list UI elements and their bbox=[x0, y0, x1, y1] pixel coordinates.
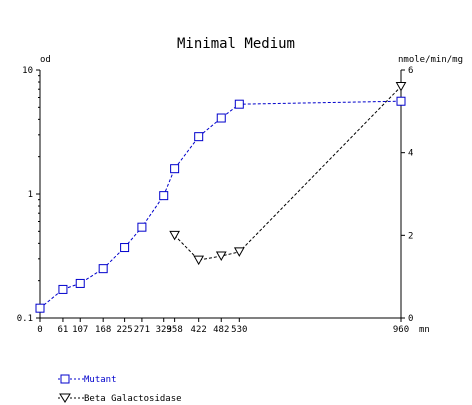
y-right-tick-label: 4 bbox=[408, 149, 413, 159]
x-axis-label: mn bbox=[419, 325, 430, 335]
data-point-square bbox=[35, 303, 45, 313]
data-point-square bbox=[137, 222, 147, 232]
legend: Mutant Beta Galactosidase bbox=[58, 374, 182, 404]
legend-marker-triangle bbox=[59, 393, 71, 403]
data-point-triangle bbox=[395, 82, 407, 92]
data-point-square bbox=[58, 284, 68, 294]
y-right-tick-label: 0 bbox=[408, 314, 413, 324]
legend-item-mutant: Mutant bbox=[58, 374, 117, 385]
x-tick-label: 0 bbox=[37, 325, 42, 335]
x-tick-label: 168 bbox=[95, 325, 111, 335]
y-right-axis-label: nmole/min/mg bbox=[398, 55, 463, 65]
data-point-square bbox=[396, 96, 406, 106]
y-right-tick-label: 2 bbox=[408, 231, 413, 241]
data-point-square bbox=[98, 264, 108, 274]
x-tick-label: 358 bbox=[166, 325, 182, 335]
x-tick-label: 271 bbox=[134, 325, 150, 335]
x-tick-label: 482 bbox=[213, 325, 229, 335]
legend-label-beta-galactosidase: Beta Galactosidase bbox=[84, 394, 182, 404]
data-point-triangle bbox=[193, 255, 205, 266]
x-tick-label: 960 bbox=[393, 325, 409, 335]
data-point-square bbox=[234, 99, 244, 109]
legend-label-mutant: Mutant bbox=[84, 375, 117, 385]
chart-title: Minimal Medium bbox=[177, 36, 295, 52]
x-tick-label: 61 bbox=[58, 325, 69, 335]
series-line-0 bbox=[39, 100, 402, 309]
data-point-square bbox=[194, 132, 204, 142]
data-point-square bbox=[216, 113, 226, 123]
series-layer bbox=[35, 82, 407, 313]
data-point-square bbox=[159, 191, 169, 201]
series-line-1 bbox=[174, 86, 402, 261]
x-tick-label: 329 bbox=[156, 325, 172, 335]
y-left-tick-label: 0.1 bbox=[17, 314, 33, 324]
legend-marker-square bbox=[60, 374, 70, 384]
y-right-ticks: 0 2 4 6 bbox=[401, 66, 413, 324]
data-point-square bbox=[75, 278, 85, 288]
x-tick-label: 530 bbox=[231, 325, 247, 335]
legend-item-beta-galactosidase: Beta Galactosidase bbox=[58, 393, 182, 404]
data-point-triangle bbox=[233, 247, 245, 257]
data-point-triangle bbox=[169, 230, 180, 241]
x-tick-label: 107 bbox=[72, 325, 88, 335]
y-left-ticks: 0.1 1 10 bbox=[17, 66, 40, 324]
data-point-triangle bbox=[215, 251, 227, 262]
y-left-tick-label: 10 bbox=[22, 66, 33, 76]
y-right-tick-label: 6 bbox=[408, 66, 413, 76]
data-point-square bbox=[170, 164, 180, 174]
data-point-square bbox=[120, 243, 130, 253]
x-tick-label: 225 bbox=[116, 325, 132, 335]
y-left-axis-label: od bbox=[40, 55, 51, 65]
y-left-tick-label: 1 bbox=[28, 190, 33, 200]
x-tick-label: 422 bbox=[191, 325, 207, 335]
